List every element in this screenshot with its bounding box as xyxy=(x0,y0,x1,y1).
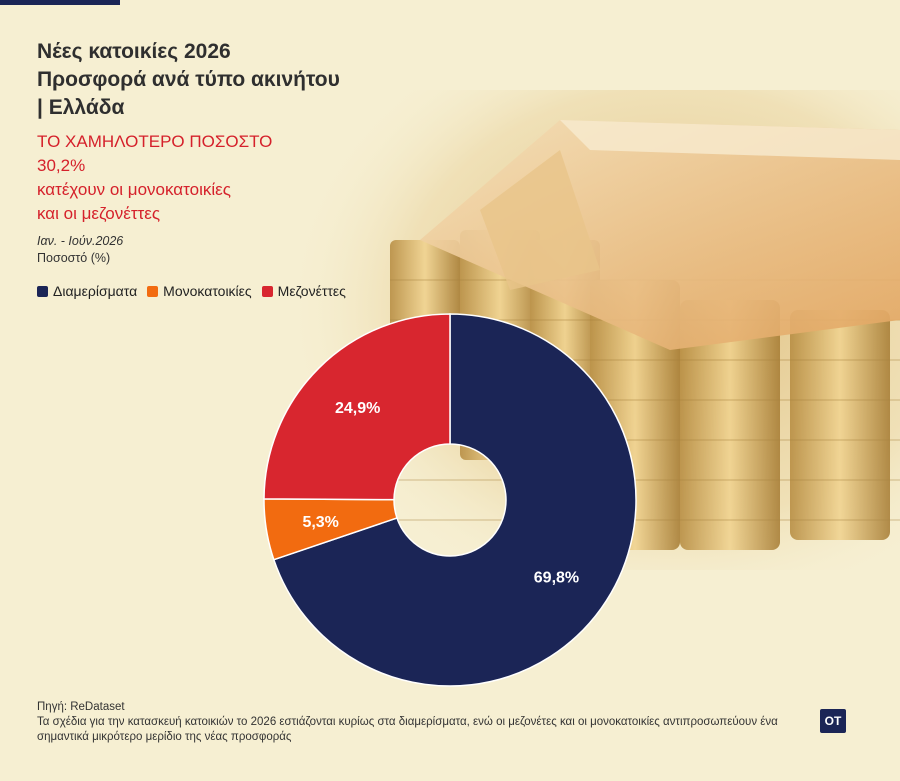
footnote: Τα σχέδια για την κατασκευή κατοικιών το… xyxy=(37,716,778,743)
chart-legend: Διαμερίσματα Μονοκατοικίες Μεζονέττες xyxy=(37,283,346,299)
legend-swatch xyxy=(261,285,273,297)
period-label: Ιαν. - Ιούν.2026 xyxy=(37,234,124,248)
chart-footer: Πηγή: ReDataset Τα σχέδια για την κατασκ… xyxy=(37,700,797,745)
unit-label: Ποσοστό (%) xyxy=(37,251,111,265)
legend-item-detached-houses: Μονοκατοικίες xyxy=(147,283,252,299)
slice-data-label: 5,3% xyxy=(302,514,338,531)
chart-title: Νέες κατοικίες 2026 Προσφορά ανά τύπο ακ… xyxy=(37,38,397,122)
legend-swatch xyxy=(37,285,48,297)
chart-subtitle: ΤΟ ΧΑΜΗΛΟΤΕΡΟ ΠΟΣΟΣΤΟ 30,2% κατέχουν οι … xyxy=(37,130,397,226)
source-note: Πηγή: ReDataset xyxy=(37,701,125,713)
publisher-logo: OT xyxy=(820,709,846,733)
legend-item-apartments: Διαμερίσματα xyxy=(37,283,137,299)
legend-swatch xyxy=(147,285,159,297)
top-accent-bar xyxy=(0,0,120,5)
slice-maisonettes xyxy=(263,313,451,501)
subtitle-line-2: 30,2% xyxy=(37,156,86,175)
legend-item-maisonettes: Μεζονέττες xyxy=(261,283,346,299)
title-line-1: Νέες κατοικίες 2026 xyxy=(37,40,231,63)
slice-data-label: 69,8% xyxy=(534,569,579,586)
slice-apartments xyxy=(272,313,637,687)
subtitle-line-4: και οι μεζονέττες xyxy=(37,204,161,223)
title-line-2: Προσφορά ανά τύπο ακινήτου xyxy=(37,68,340,91)
subtitle-line-1: ΤΟ ΧΑΜΗΛΟΤΕΡΟ ΠΟΣΟΣΤΟ xyxy=(37,132,273,151)
title-line-3: | Ελλάδα xyxy=(37,96,125,119)
legend-label: Μονοκατοικίες xyxy=(163,283,252,299)
legend-label: Διαμερίσματα xyxy=(53,283,138,299)
legend-label: Μεζονέττες xyxy=(277,283,346,299)
slice-data-label: 24,9% xyxy=(335,400,380,417)
subtitle-line-3: κατέχουν οι μονοκατοικίες xyxy=(37,180,231,199)
chart-header: Νέες κατοικίες 2026 Προσφορά ανά τύπο ακ… xyxy=(37,38,397,265)
